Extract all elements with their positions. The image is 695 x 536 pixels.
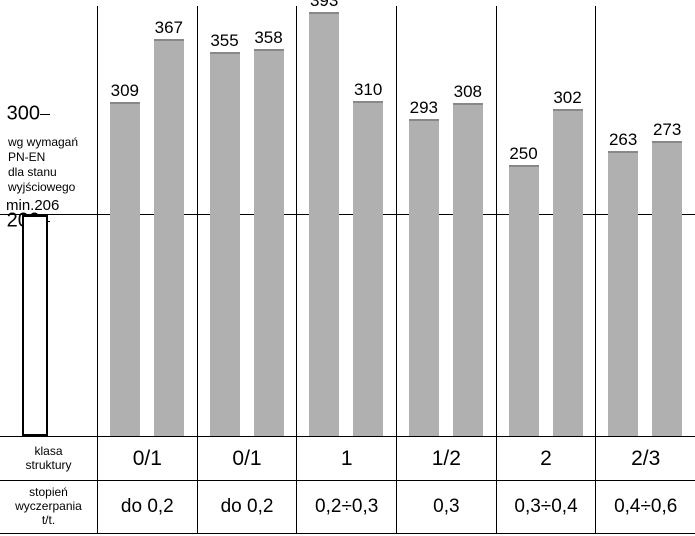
bar-value-label: 310: [348, 80, 388, 100]
bar: [210, 52, 240, 436]
table-cell: 0,3: [397, 496, 496, 518]
table-cell: 1/2: [397, 447, 496, 471]
bar: [409, 119, 439, 436]
table-cell: do 0,2: [198, 496, 297, 518]
table-cell: 2/3: [596, 447, 695, 471]
bar-value-label: 293: [404, 98, 444, 118]
bar-value-label: 302: [548, 88, 588, 108]
bar-value-label: 393: [304, 0, 344, 11]
table-row-header: klasa struktury: [0, 443, 97, 475]
bar-value-label: 250: [504, 144, 544, 164]
table-cell: do 0,2: [98, 496, 197, 518]
table-cell: 0/1: [98, 447, 197, 471]
table-row-klasa: klasa struktury0/10/111/222/3: [0, 436, 695, 480]
bar: [254, 49, 284, 436]
table-row-stopien: stopień wyczerpania t/t.do 0,2do 0,20,2÷…: [0, 480, 695, 534]
min-reference-bar: [22, 215, 48, 436]
chart-container: 200300 wg wymagań PN-EN dla stanu wyjści…: [0, 0, 695, 536]
plot-area: 309367355358393310293308250302263273: [40, 6, 695, 436]
bar: [353, 101, 383, 436]
bar: [509, 165, 539, 436]
bar: [608, 151, 638, 436]
table-cell: 0/1: [198, 447, 297, 471]
y-tick-label: 300: [7, 102, 40, 125]
table-cell: 0,4÷0,6: [596, 496, 695, 518]
bar-value-label: 367: [149, 18, 189, 38]
bar: [309, 12, 339, 436]
bar: [652, 141, 682, 436]
table-row-header: stopień wyczerpania t/t.: [0, 484, 97, 529]
table-cell: 2: [497, 447, 596, 471]
bar: [154, 39, 184, 436]
table-cell: 0,3÷0,4: [497, 496, 596, 518]
bar-value-label: 263: [603, 130, 643, 150]
table-cell: 1: [297, 447, 396, 471]
table-cell: 0,2÷0,3: [297, 496, 396, 518]
bar-value-label: 308: [448, 82, 488, 102]
bar-value-label: 309: [105, 81, 145, 101]
reference-line: [0, 214, 695, 215]
bar-value-label: 273: [647, 120, 687, 140]
bar: [553, 109, 583, 436]
bar: [110, 102, 140, 436]
bar-value-label: 358: [249, 28, 289, 48]
bar-value-label: 355: [205, 31, 245, 51]
bar: [453, 103, 483, 436]
